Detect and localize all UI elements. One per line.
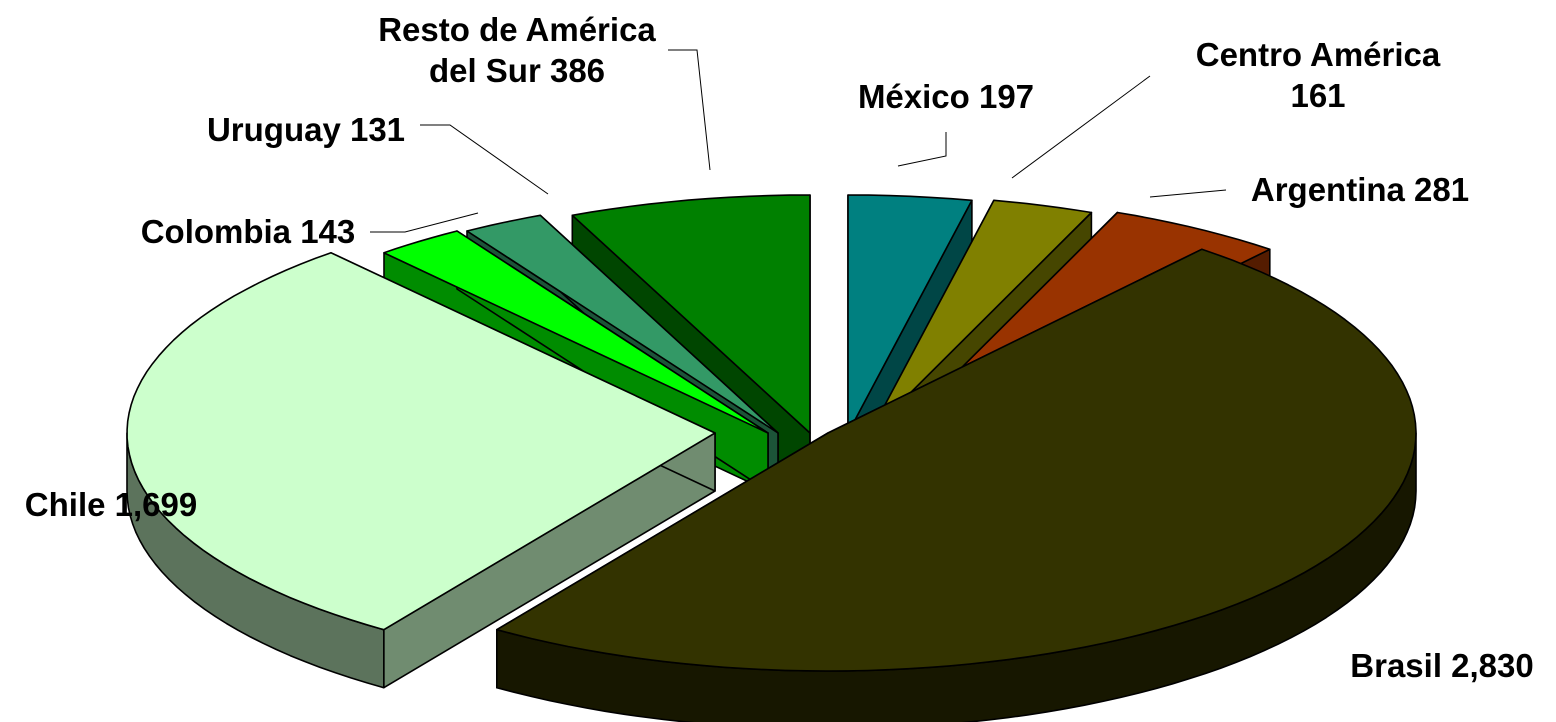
data-label: Colombia 143 bbox=[141, 213, 356, 250]
leader-line bbox=[897, 132, 947, 167]
pie-labels: México 197 Centro América 161 Argentina 281… bbox=[25, 11, 1534, 684]
data-label: Chile 1,699 bbox=[25, 486, 197, 523]
leader-line bbox=[668, 49, 711, 171]
leader-line bbox=[1149, 189, 1227, 198]
slice-brasil bbox=[496, 248, 1417, 722]
leader-line bbox=[420, 124, 549, 195]
leader-line bbox=[370, 212, 479, 233]
pie-slices bbox=[126, 194, 1417, 722]
data-label: Resto de América del Sur 386 bbox=[378, 11, 656, 89]
data-label: Argentina 281 bbox=[1251, 171, 1469, 208]
data-label: México 197 bbox=[858, 78, 1034, 115]
data-label: Brasil 2,830 bbox=[1350, 647, 1533, 684]
leader-line bbox=[1011, 75, 1151, 179]
slice-chile bbox=[126, 252, 716, 689]
data-label: Centro América 161 bbox=[1196, 36, 1441, 114]
data-label: Uruguay 131 bbox=[207, 111, 405, 148]
